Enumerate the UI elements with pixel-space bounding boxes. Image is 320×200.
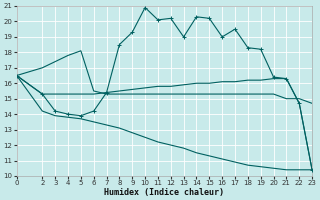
X-axis label: Humidex (Indice chaleur): Humidex (Indice chaleur) [104,188,224,197]
